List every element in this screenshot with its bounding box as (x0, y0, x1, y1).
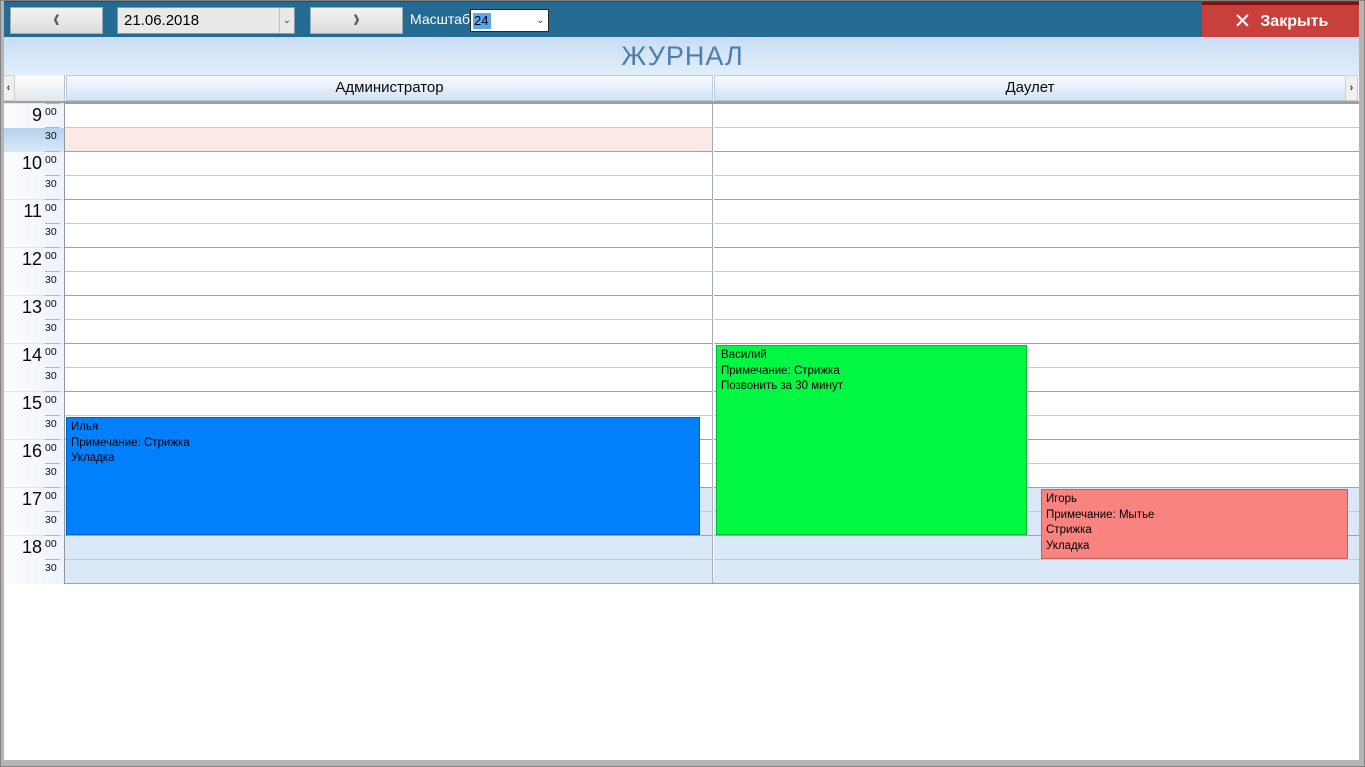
grid-cell-daulet-13-00[interactable] (714, 296, 1360, 320)
grid-cell-daulet-10-30[interactable] (714, 176, 1360, 200)
appointment-2[interactable]: Василий Примечание: Стрижка Позвонить за 3… (716, 345, 1027, 535)
grid-cell-admin-14-30[interactable] (65, 368, 712, 392)
time-cell-17-30[interactable]: 30 (2, 511, 64, 536)
empty-area (1, 586, 1363, 761)
time-cell-9-00[interactable]: 9 00 (2, 103, 64, 128)
grid-cell-daulet-9-30[interactable] (714, 128, 1360, 152)
grid-cell-admin-13-30[interactable] (65, 320, 712, 344)
grid-cell-admin-12-30[interactable] (65, 272, 712, 296)
grid-cell-daulet-11-00[interactable] (714, 200, 1360, 224)
scale-value: 24 (473, 13, 492, 29)
chevron-right-icon: › (353, 3, 360, 34)
time-cell-14-30[interactable]: 30 (2, 367, 64, 392)
grid-cell-daulet-11-30[interactable] (714, 224, 1360, 248)
grid-cell-daulet-12-30[interactable] (714, 272, 1360, 296)
appointment-1[interactable]: Илья Примечание: Стрижка Укладка (66, 417, 700, 535)
grid-cell-daulet-12-00[interactable] (714, 248, 1360, 272)
grid-cell-admin-13-00[interactable] (65, 296, 712, 320)
grid-cell-admin-9-30[interactable] (65, 128, 712, 152)
column-daulet: Василий Примечание: Стрижка Позвонить за 3… (714, 104, 1360, 584)
scale-combobox[interactable]: 24 ⌄ (470, 9, 549, 32)
scroll-left-button[interactable]: ‹ (2, 75, 15, 101)
grid-cell-daulet-9-00[interactable] (714, 104, 1360, 128)
time-cell-10-30[interactable]: 30 (2, 175, 64, 200)
time-cell-18-00[interactable]: 18 00 (2, 535, 64, 560)
time-cell-12-00[interactable]: 12 00 (2, 247, 64, 272)
time-cell-11-30[interactable]: 30 (2, 223, 64, 248)
column-header-administrator: Администратор (66, 75, 713, 101)
grid-cell-admin-12-00[interactable] (65, 248, 712, 272)
grid-cell-daulet-10-00[interactable] (714, 152, 1360, 176)
close-button-label: Закрыть (1260, 13, 1329, 30)
column-administrator: Илья Примечание: Стрижка Укладка (65, 104, 713, 584)
date-combobox[interactable]: 21.06.2018 ⌄ (117, 7, 295, 34)
time-cell-13-30[interactable]: 30 (2, 319, 64, 344)
close-icon: ✕ (1233, 10, 1252, 33)
grid-cell-admin-9-00[interactable] (65, 104, 712, 128)
next-day-button[interactable]: › (310, 3, 403, 34)
title-bar: ЖУРНАЛ (1, 37, 1364, 75)
scroll-right-button[interactable]: › (1345, 75, 1358, 101)
time-cell-11-00[interactable]: 11 00 (2, 199, 64, 224)
grid-cell-admin-10-00[interactable] (65, 152, 712, 176)
grid-cell-admin-14-00[interactable] (65, 344, 712, 368)
date-dropdown-icon[interactable]: ⌄ (279, 8, 294, 33)
time-column: 9 00 30 10 00 30 11 00 30 12 00 30 13 00 30 14 00 30 15 00 3… (2, 103, 65, 584)
grid-cell-admin-10-30[interactable] (65, 176, 712, 200)
page-title: ЖУРНАЛ (621, 40, 744, 71)
chevron-left-icon: ‹ (53, 3, 60, 34)
time-cell-14-00[interactable]: 14 00 (2, 343, 64, 368)
scale-label: Масштаб: (410, 11, 474, 27)
grid-cell-admin-11-00[interactable] (65, 200, 712, 224)
time-cell-17-00[interactable]: 17 00 (2, 487, 64, 512)
time-cell-12-30[interactable]: 30 (2, 271, 64, 296)
time-cell-13-00[interactable]: 13 00 (2, 295, 64, 320)
grid-cell-admin-15-00[interactable] (65, 392, 712, 416)
time-cell-16-00[interactable]: 16 00 (2, 439, 64, 464)
column-header-row: ‹ Администратор Даулет › (1, 75, 1364, 104)
schedule-grid: 9 00 30 10 00 30 11 00 30 12 00 30 13 00 30 14 00 30 15 00 3… (1, 103, 1363, 584)
grid-cell-admin-18-30[interactable] (65, 560, 712, 584)
scale-dropdown-icon[interactable]: ⌄ (533, 10, 548, 31)
time-cell-15-00[interactable]: 15 00 (2, 391, 64, 416)
time-cell-15-30[interactable]: 30 (2, 415, 64, 440)
time-cell-10-00[interactable]: 10 00 (2, 151, 64, 176)
date-value: 21.06.2018 (124, 12, 200, 29)
grid-cell-daulet-18-30[interactable] (714, 560, 1360, 584)
column-header-daulet: Даулет (714, 75, 1346, 101)
grid-cell-admin-18-00[interactable] (65, 536, 712, 560)
toolbar: ‹ 21.06.2018 ⌄ › Масштаб: 24 ⌄ ✕ Закрыть (0, 0, 1365, 39)
close-button[interactable]: ✕ Закрыть (1202, 2, 1360, 39)
time-cell-16-30[interactable]: 30 (2, 463, 64, 488)
prev-day-button[interactable]: ‹ (10, 3, 103, 34)
header-corner-cell (15, 75, 65, 101)
grid-cell-admin-11-30[interactable] (65, 224, 712, 248)
time-cell-9-30[interactable]: 30 (2, 127, 64, 152)
time-cell-18-30[interactable]: 30 (2, 559, 64, 584)
grid-cell-daulet-13-30[interactable] (714, 320, 1360, 344)
appointment-3[interactable]: Игорь Примечание: Мытье Стрижка Укладка (1041, 489, 1348, 559)
